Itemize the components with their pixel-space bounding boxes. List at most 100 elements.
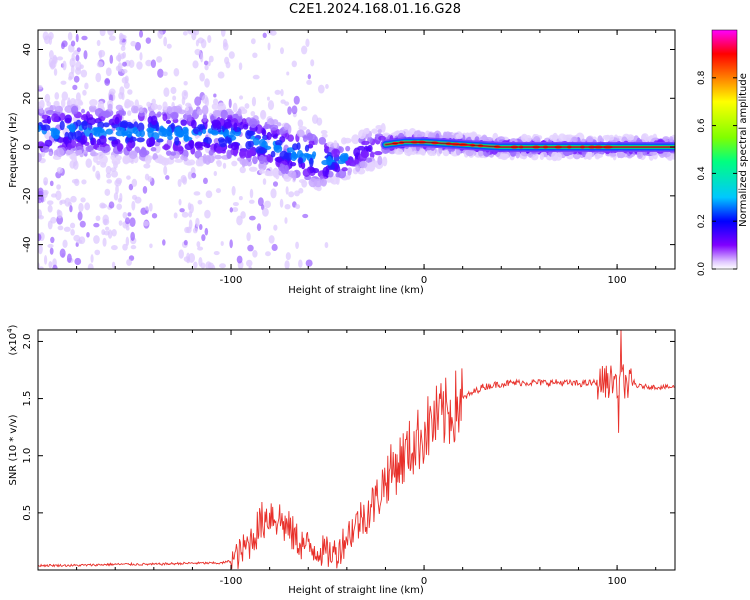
heatmap-speckle	[72, 84, 78, 90]
heatmap-cell	[122, 157, 129, 164]
snr-yscale: (x104)	[6, 324, 19, 355]
heatmap-cell	[455, 133, 464, 140]
heatmap-cell	[155, 124, 160, 132]
heatmap-cell	[270, 150, 276, 158]
heatmap-speckle	[105, 226, 110, 231]
heatmap-speckle	[305, 259, 313, 267]
heatmap-cell	[71, 152, 77, 163]
heatmap-speckle	[84, 202, 91, 211]
heatmap-speckle	[61, 40, 68, 48]
heatmap-speckle	[195, 217, 200, 228]
heatmap-cell	[263, 124, 272, 129]
heatmap-cell	[38, 101, 45, 109]
heatmap-speckle	[117, 52, 122, 63]
heatmap-cell	[67, 143, 72, 151]
heatmap-cell	[197, 131, 202, 136]
heatmap-cell	[156, 104, 163, 111]
heatmap-speckle	[47, 220, 53, 230]
heatmap-cell	[162, 113, 168, 122]
heatmap-speckle	[62, 60, 67, 71]
heatmap-speckle	[145, 59, 153, 67]
heatmap-speckle	[104, 188, 111, 196]
heatmap-cell	[126, 133, 132, 138]
heatmap-cell	[283, 152, 289, 160]
heatmap-cell	[147, 128, 154, 139]
heatmap-speckle	[291, 105, 298, 115]
heatmap-speckle	[150, 59, 157, 68]
heatmap-cell	[120, 120, 129, 128]
heatmap-speckle	[182, 31, 188, 36]
heatmap-speckle	[194, 48, 201, 56]
heatmap-speckle	[207, 60, 211, 67]
heatmap-speckle	[111, 229, 117, 237]
heatmap-speckle	[127, 89, 133, 95]
heatmap-cell	[298, 126, 307, 131]
heatmap-speckle	[118, 220, 123, 226]
heatmap-cell	[52, 129, 60, 140]
heatmap-speckle	[232, 201, 239, 207]
heatmap-speckle	[69, 160, 76, 169]
heatmap-cell	[626, 134, 635, 141]
heatmap-cell	[272, 119, 279, 125]
heatmap-cell	[337, 159, 346, 165]
heatmap-cell	[80, 135, 88, 144]
snr-xlabel: Height of straight line (km)	[288, 585, 424, 596]
heatmap-speckle	[199, 72, 205, 82]
heatmap-speckle	[193, 261, 198, 269]
heatmap-cell	[609, 152, 617, 157]
heatmap-cell	[202, 105, 209, 115]
spectrogram-xlabel: Height of straight line (km)	[288, 285, 424, 296]
heatmap-speckle	[144, 205, 149, 211]
heatmap-speckle	[49, 50, 54, 60]
heatmap-cell	[363, 151, 369, 159]
heatmap-cell	[662, 151, 671, 158]
heatmap-speckle	[108, 35, 116, 41]
heatmap-cell	[117, 143, 124, 151]
heatmap-speckle	[274, 89, 281, 95]
heatmap-speckle	[108, 201, 115, 209]
heatmap-speckle	[75, 33, 79, 43]
heatmap-speckle	[202, 177, 208, 185]
heatmap-cell	[174, 136, 180, 146]
heatmap-cell	[365, 157, 373, 163]
heatmap-cell	[138, 107, 144, 114]
heatmap-speckle	[196, 241, 201, 248]
colorbar-tick-label: 0.6	[697, 118, 707, 133]
heatmap-cell	[585, 153, 591, 160]
heatmap-cell	[173, 105, 182, 114]
heatmap-speckle	[302, 213, 309, 219]
heatmap-speckle	[118, 32, 124, 42]
heatmap-speckle	[69, 222, 76, 229]
heatmap-speckle	[46, 101, 52, 107]
heatmap-speckle	[194, 96, 202, 107]
heatmap-speckle	[324, 242, 329, 249]
heatmap-speckle	[72, 116, 78, 122]
heatmap-speckle	[248, 199, 255, 204]
heatmap-speckle	[47, 204, 53, 213]
heatmap-cell	[477, 149, 484, 157]
heatmap-speckle	[181, 89, 189, 100]
heatmap-cell	[174, 158, 183, 163]
heatmap-speckle	[316, 117, 323, 126]
heatmap-speckle	[128, 183, 134, 191]
heatmap-cell	[126, 100, 134, 107]
heatmap-speckle	[280, 89, 284, 97]
heatmap-cell	[420, 148, 425, 156]
heatmap-speckle	[129, 217, 136, 228]
heatmap-speckle	[120, 45, 126, 52]
heatmap-cell	[44, 139, 53, 147]
heatmap-cell	[197, 159, 204, 165]
spectrogram-ytick-label: 0	[22, 144, 33, 150]
heatmap-cell	[287, 134, 295, 142]
spectrogram-xtick-label: -100	[220, 275, 243, 286]
heatmap-cell	[136, 137, 145, 143]
heatmap-cell	[333, 140, 338, 149]
heatmap-speckle	[192, 227, 198, 234]
heatmap-speckle	[262, 32, 267, 39]
spectrogram-panel: -100 0 100 -40 -20 0 20 40 Height of straight l…	[8, 29, 676, 296]
heatmap-speckle	[268, 235, 275, 244]
heatmap-cell	[515, 150, 521, 159]
heatmap-speckle	[96, 61, 104, 68]
heatmap-speckle	[197, 199, 203, 205]
heatmap-speckle	[106, 179, 113, 184]
